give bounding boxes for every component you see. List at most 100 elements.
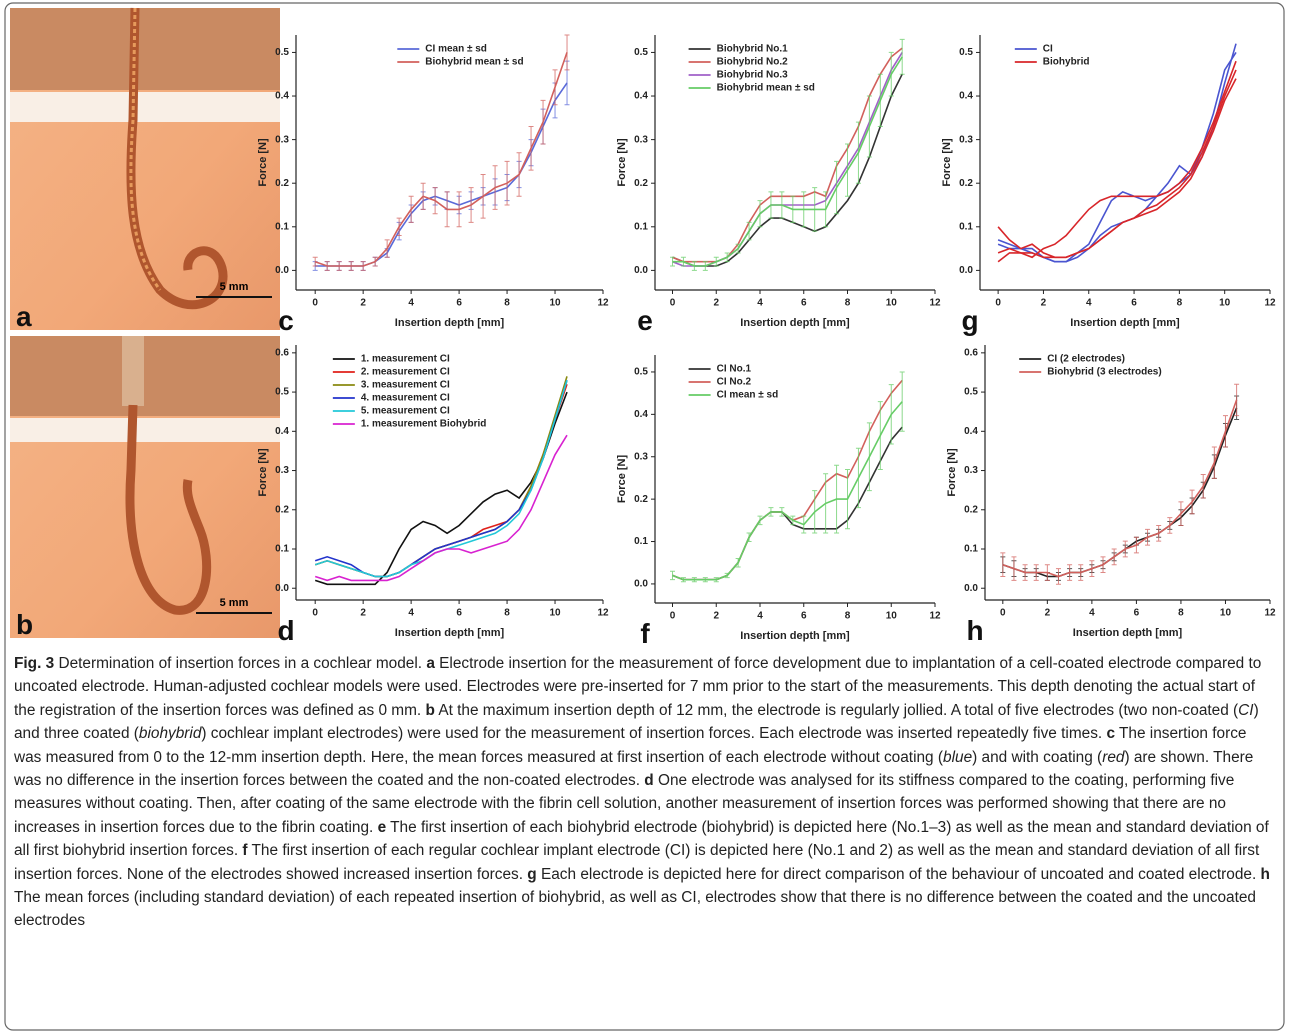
y-tick-label: 0.5 bbox=[964, 387, 978, 398]
photo-b: 5 mm b bbox=[10, 336, 280, 640]
x-tick-label: 12 bbox=[597, 298, 609, 309]
y-tick-label: 0.1 bbox=[634, 536, 648, 547]
caption-run: a bbox=[426, 655, 435, 672]
caption-run: CI bbox=[1238, 701, 1254, 719]
photo-top bbox=[10, 8, 280, 90]
x-tick-label: 2 bbox=[360, 608, 366, 619]
legend-label: Biohybrid bbox=[1043, 57, 1090, 68]
x-tick-label: 6 bbox=[801, 298, 807, 309]
series-line bbox=[315, 82, 568, 267]
x-tick-label: 0 bbox=[670, 298, 676, 309]
legend-label: Biohybrid (3 electrodes) bbox=[1047, 367, 1161, 378]
y-axis-title: Force [N] bbox=[616, 138, 628, 187]
caption-run: The mean forces (including standard devi… bbox=[14, 889, 1256, 930]
legend-label: 1. measurement Biohybrid bbox=[361, 419, 487, 430]
y-tick-label: 0.5 bbox=[275, 387, 289, 398]
legend-label: 5. measurement CI bbox=[361, 406, 450, 417]
x-axis-title: Insertion depth [mm] bbox=[395, 317, 505, 329]
y-tick-label: 0.4 bbox=[275, 91, 289, 102]
x-tick-label: 2 bbox=[713, 611, 719, 622]
series-line bbox=[997, 69, 1237, 259]
caption-run: c bbox=[1106, 725, 1116, 743]
y-tick-label: 0.2 bbox=[275, 504, 289, 515]
y-axis-title: Force [N] bbox=[257, 448, 269, 497]
chart: 0 2 4 6 8 10 12 0.0 0.1 0.2 0.3 0.4 0.5 Insertion dep… bbox=[941, 35, 1276, 336]
y-tick-label: 0.0 bbox=[275, 583, 289, 594]
x-axis-title: Insertion depth [mm] bbox=[1073, 627, 1183, 639]
y-tick-label: 0.3 bbox=[634, 134, 648, 145]
x-tick-label: 8 bbox=[845, 611, 851, 622]
x-tick-label: 0 bbox=[312, 298, 318, 309]
x-tick-label: 12 bbox=[929, 298, 941, 309]
y-tick-label: 0.6 bbox=[275, 347, 289, 358]
series-line bbox=[314, 434, 568, 582]
y-tick-label: 0.1 bbox=[964, 544, 978, 555]
panel-label: e bbox=[637, 305, 653, 336]
caption-run: blue bbox=[943, 748, 973, 766]
y-tick-label: 0.2 bbox=[275, 178, 289, 189]
caption: Fig. 3 Determination of insertion forces… bbox=[14, 652, 1276, 933]
x-tick-label: 6 bbox=[456, 298, 462, 309]
y-tick-label: 0.6 bbox=[964, 347, 978, 358]
y-tick-label: 0.2 bbox=[959, 178, 973, 189]
y-tick-label: 0.4 bbox=[275, 426, 289, 437]
electrode-holder bbox=[122, 336, 144, 406]
x-tick-label: 10 bbox=[1219, 298, 1231, 309]
x-tick-label: 4 bbox=[1086, 298, 1092, 309]
y-tick-label: 0.5 bbox=[634, 47, 648, 58]
legend-label: CI No.2 bbox=[717, 377, 752, 388]
legend-label: Biohybrid No.3 bbox=[717, 70, 789, 81]
x-tick-label: 6 bbox=[801, 611, 807, 622]
x-tick-label: 4 bbox=[757, 298, 763, 309]
caption-run: ) and with coating ( bbox=[972, 748, 1103, 766]
photo-band bbox=[10, 418, 280, 442]
y-tick-label: 0.4 bbox=[634, 91, 648, 102]
scale-label: 5 mm bbox=[220, 597, 249, 609]
caption-run: b bbox=[425, 701, 435, 719]
x-tick-label: 4 bbox=[1089, 608, 1095, 619]
y-tick-label: 0.0 bbox=[275, 265, 289, 276]
x-tick-label: 8 bbox=[1178, 608, 1184, 619]
x-tick-label: 8 bbox=[845, 298, 851, 309]
legend-label: CI mean ± sd bbox=[425, 44, 487, 55]
figure: 5 mm a 5 mm b 0 2 4 6 8 10 12 0.0 0.1 0.2 0.3 0.4 0.… bbox=[10, 7, 1276, 645]
x-tick-label: 12 bbox=[929, 611, 941, 622]
x-tick-label: 2 bbox=[713, 298, 719, 309]
scale-label: 5 mm bbox=[220, 281, 249, 293]
y-axis-title: Force [N] bbox=[616, 455, 628, 504]
y-tick-label: 0.3 bbox=[959, 134, 973, 145]
legend-label: Biohybrid No.1 bbox=[717, 44, 789, 55]
x-tick-label: 10 bbox=[886, 298, 898, 309]
legend-label: 4. measurement CI bbox=[361, 393, 450, 404]
x-tick-label: 0 bbox=[995, 298, 1001, 309]
legend-label: Biohybrid mean ± sd bbox=[425, 57, 523, 68]
x-axis-title: Insertion depth [mm] bbox=[395, 627, 505, 639]
y-tick-label: 0.2 bbox=[964, 504, 978, 515]
y-axis-title: Force [N] bbox=[946, 448, 958, 497]
y-tick-label: 0.3 bbox=[275, 465, 289, 476]
y-axis-title: Force [N] bbox=[257, 138, 269, 187]
x-tick-label: 8 bbox=[504, 608, 510, 619]
y-tick-label: 0.4 bbox=[634, 409, 648, 420]
legend-label: Biohybrid No.2 bbox=[717, 57, 789, 68]
x-tick-label: 4 bbox=[757, 611, 763, 622]
caption-run: At the maximum insertion depth of 12 mm,… bbox=[434, 701, 1239, 719]
x-tick-label: 10 bbox=[549, 608, 561, 619]
x-tick-label: 4 bbox=[408, 608, 414, 619]
panel-label: g bbox=[961, 305, 978, 336]
y-tick-label: 0.1 bbox=[275, 221, 289, 232]
y-tick-label: 0.3 bbox=[275, 134, 289, 145]
x-tick-label: 6 bbox=[456, 608, 462, 619]
caption-run: e bbox=[377, 818, 387, 836]
caption-run: ) cochlear implant electrodes) were used… bbox=[201, 725, 1107, 743]
y-axis-title: Force [N] bbox=[941, 138, 953, 187]
panel-label: d bbox=[277, 615, 294, 645]
series-line bbox=[672, 73, 903, 267]
caption-run: Fig. 3 bbox=[14, 655, 55, 672]
x-tick-label: 10 bbox=[886, 611, 898, 622]
y-tick-label: 0.0 bbox=[959, 265, 973, 276]
x-tick-label: 2 bbox=[1041, 298, 1047, 309]
x-tick-label: 2 bbox=[1045, 608, 1051, 619]
x-tick-label: 6 bbox=[1131, 298, 1137, 309]
x-axis-title: Insertion depth [mm] bbox=[740, 630, 850, 642]
